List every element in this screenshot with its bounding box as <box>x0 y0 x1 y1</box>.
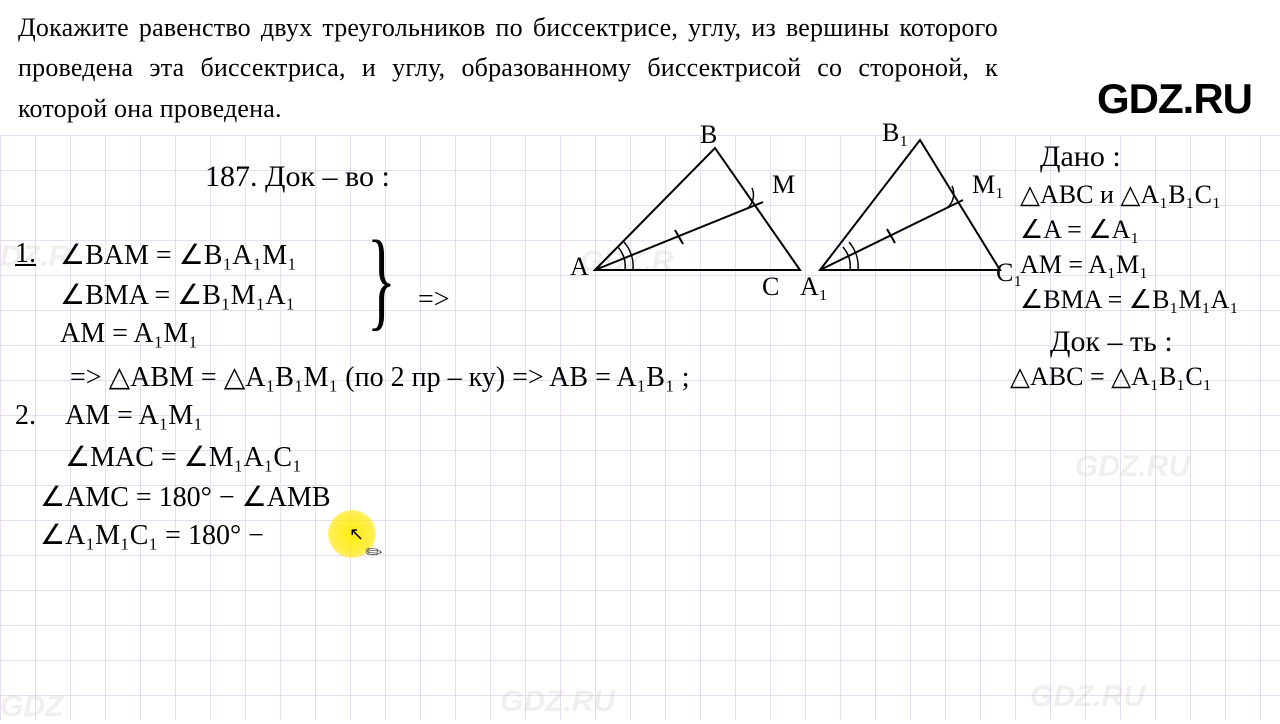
given-line: ∠BMA = ∠B₁M₁A₁ <box>1020 285 1239 315</box>
vertex-label: A₁ <box>800 272 828 302</box>
vertex-label: M₁ <box>972 170 1004 200</box>
cursor-arrow-icon: ↖ <box>349 524 364 545</box>
step1-line: AM = A₁M₁ <box>60 318 198 350</box>
given-line: △ABC и △A₁B₁C₁ <box>1020 180 1221 210</box>
vertex-label: C <box>762 272 779 302</box>
step2-line: ∠AMC = 180° − ∠AMB <box>40 480 331 514</box>
vertex-label: A <box>570 252 589 282</box>
step2-line: AM = A₁M₁ <box>65 400 203 432</box>
step-label: 1. <box>15 238 36 270</box>
vertex-label: M <box>772 170 795 200</box>
given-header: Дано : <box>1040 140 1121 174</box>
prove-header: Док – ть : <box>1050 325 1173 359</box>
vertex-label: B₁ <box>882 118 908 148</box>
vertex-label: B <box>700 120 717 150</box>
step1-conclusion: => △ABM = △A₁B₁M₁ (по 2 пр – ку) => AB =… <box>70 360 690 394</box>
step2-line: ∠MAC = ∠M₁A₁C₁ <box>65 440 302 474</box>
step1-line: ∠BAM = ∠B₁A₁M₁ <box>60 238 297 272</box>
step1-line: ∠BMA = ∠B₁M₁A₁ <box>60 278 295 312</box>
given-line: ∠A = ∠A₁ <box>1020 215 1139 245</box>
step2-line: ∠A₁M₁C₁ = 180° − <box>40 518 264 552</box>
given-line: AM = A₁M₁ <box>1020 250 1148 280</box>
brace-icon: } <box>367 216 396 343</box>
proof-title: 187. Док – во : <box>205 160 390 194</box>
step1-implies: => <box>418 284 450 316</box>
vertex-label: C₁ <box>996 258 1022 288</box>
prove-line: △ABC = △A₁B₁C₁ <box>1010 362 1212 392</box>
step-label: 2. <box>15 400 36 432</box>
